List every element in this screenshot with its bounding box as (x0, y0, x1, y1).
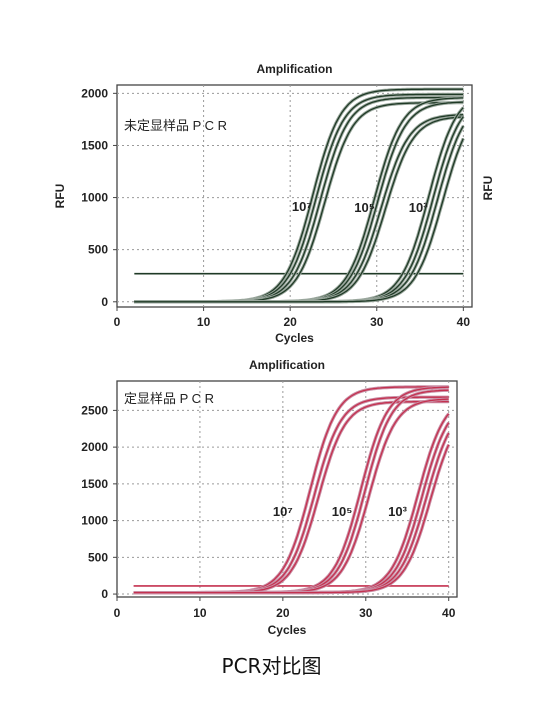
figure-caption: PCR对比图 (221, 654, 322, 678)
y-tick-label: 2000 (81, 86, 108, 100)
amplification-curves (134, 87, 465, 304)
x-axis-label: Cycles (275, 331, 314, 345)
chart-title: Amplification (256, 62, 332, 76)
y-tick-label: 500 (88, 550, 108, 564)
y-tick-label: 0 (101, 295, 108, 309)
y-tick-label: 1500 (81, 138, 108, 152)
series-label: 10⁵ (354, 200, 375, 215)
x-tick-label: 20 (283, 315, 297, 329)
chart-title: Amplification (249, 358, 325, 372)
series-label: 10⁷ (292, 199, 312, 214)
panel-label: 定显样品 P C R (124, 391, 214, 406)
x-tick-label: 0 (114, 606, 121, 620)
x-tick-label: 30 (359, 606, 373, 620)
x-tick-label: 20 (276, 606, 290, 620)
y-tick-label: 1000 (81, 191, 108, 205)
y-tick-label: 2000 (81, 440, 108, 454)
panel-label: 未定显样品 P C R (124, 118, 227, 133)
x-tick-label: 40 (442, 606, 456, 620)
amplification-curves (133, 385, 451, 595)
series-label: 10³ (409, 200, 428, 215)
y-tick-label: 2500 (81, 403, 108, 417)
x-tick-label: 0 (114, 315, 121, 329)
x-tick-label: 10 (193, 606, 207, 620)
series-label: 10³ (388, 504, 407, 519)
y-axis-label-right: RFU (481, 176, 495, 201)
x-tick-label: 30 (370, 315, 384, 329)
y-tick-label: 1500 (81, 477, 108, 491)
y-tick-label: 1000 (81, 514, 108, 528)
x-axis-label: Cycles (268, 623, 307, 637)
x-tick-label: 40 (457, 315, 471, 329)
chart-panel-1: 0 10 20 30 40 0 500 1000 1500 2000 Amplification Cy… (53, 62, 495, 345)
series-label: 10⁵ (332, 504, 353, 519)
y-tick-label: 0 (101, 587, 108, 601)
y-axis-label: RFU (53, 184, 67, 209)
chart-panel-2: 0 10 20 30 40 0 500 1000 1500 2000 2500 Amplificati… (81, 358, 458, 637)
series-label: 10⁷ (273, 504, 293, 519)
amplification-curve (133, 444, 450, 594)
amplification-curve (134, 138, 464, 303)
x-tick-label: 10 (197, 315, 211, 329)
y-tick-label: 500 (88, 243, 108, 257)
